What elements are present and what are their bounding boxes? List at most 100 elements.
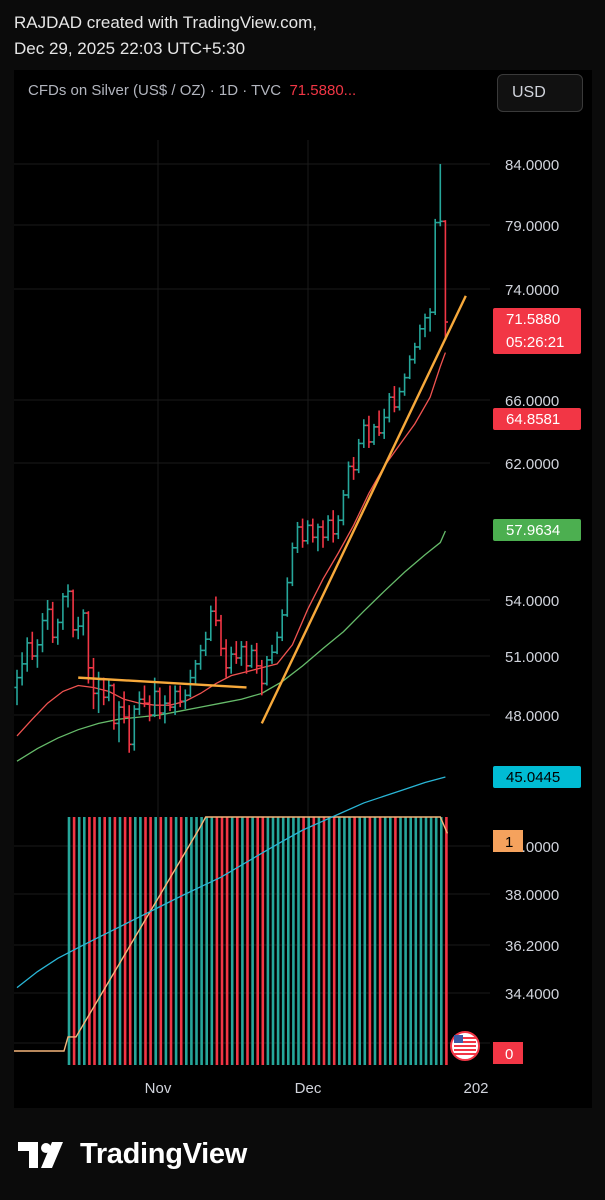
ohlc-bar [366,415,372,448]
y-axis-tick-label: 74.0000 [505,282,559,299]
ohlc-bar [335,515,341,540]
moving-average-blue [16,776,446,989]
ohlc-bar [141,685,148,708]
ohlc-bar [345,461,352,499]
ohlc-bar [106,679,112,702]
ohlc-bar [305,520,311,545]
indicator-label-box [493,1042,523,1064]
ohlc-bar [101,677,107,706]
flag-stripe [454,1053,476,1055]
ohlc-bar [177,685,183,708]
flag-stripe [454,1049,476,1051]
price-label-value: 45.0445 [506,769,560,786]
ohlc-bar [391,386,397,413]
ohlc-bar [412,342,418,364]
x-axis-tick-label: Dec [295,1080,322,1097]
price-label-countdown: 05:26:21 [506,334,564,351]
ohlc-bar [407,355,413,380]
ohlc-bar [182,689,188,710]
trendline [260,295,467,724]
ohlc-bar [198,644,204,670]
ohlc-bar [417,324,423,350]
flag-stripe [454,1041,476,1043]
y-axis-tick-label: 51.0000 [505,649,559,666]
ohlc-bar [356,438,362,474]
ohlc-bar [325,515,331,541]
y-axis-tick-label: 54.0000 [505,593,559,610]
ohlc-bar [351,456,357,480]
ohlc-bar [65,584,71,608]
brand-name: TradingView [80,1138,247,1170]
ohlc-bar [152,677,158,718]
ohlc-bar [402,373,408,396]
flag-canton [454,1035,463,1043]
price-label-value: 64.8581 [506,411,560,428]
chart-caption: RAJDAD created with TradingView.com, Dec… [14,10,317,62]
ohlc-bar [167,685,173,712]
caption-author-line: RAJDAD created with TradingView.com, [14,13,317,32]
ohlc-bar [284,577,290,617]
y-axis-tick-label: 48.0000 [505,708,559,725]
ohlc-bar [279,609,285,642]
ohlc-bar [85,611,91,684]
ohlc-bar [60,593,66,630]
trendline [78,676,247,689]
ohlc-bar [310,518,316,543]
ohlc-bar [223,639,229,678]
ohlc-bar [289,542,295,587]
ohlc-bar [121,691,127,724]
y-axis-tick-label: 66.0000 [505,393,559,410]
ohlc-bar [340,489,346,526]
ohlc-bar [442,220,448,340]
ohlc-bar [50,601,56,643]
ohlc-bar [294,521,301,553]
ohlc-bar [157,687,163,720]
caption-date-line: Dec 29, 2025 22:03 UTC+5:30 [14,39,246,58]
ohlc-bar [192,659,199,686]
indicator-label-value: 1 [505,834,513,851]
ohlc-bar [172,685,178,715]
indicator-label-box [493,830,523,852]
ohlc-bar [249,644,255,668]
ohlc-bar [259,659,265,696]
symbol-last-price: 71.5880... [289,82,357,99]
ohlc-bar [213,596,219,627]
y-axis-tick-label: 79.0000 [505,218,559,235]
ohlc-bar [147,695,153,722]
symbol-name: CFDs on Silver (US$ / OZ) · 1D · TVC [28,82,282,99]
ohlc-bar [90,657,97,710]
ohlc-bar [75,616,81,640]
ohlc-bar [80,609,86,636]
symbol-legend[interactable]: CFDs on Silver (US$ / OZ) · 1D · TVC 71.… [28,82,356,99]
ohlc-bar [24,637,30,672]
tradingview-logo-icon [18,1141,63,1168]
ohlc-bar [269,644,275,664]
ohlc-bar [254,642,260,674]
currency-button[interactable]: USD [497,74,583,112]
ohlc-bar [243,641,250,674]
price-label-value: 57.9634 [506,522,560,539]
us-flag-icon [450,1031,480,1061]
ohlc-bar [218,614,224,656]
ohlc-bar [29,631,35,660]
ohlc-bar [432,218,438,315]
y-axis-tick-label: 62.0000 [505,456,559,473]
price-label-box [493,766,581,788]
ohlc-bar [381,408,387,439]
ohlc-bar [136,691,142,715]
ohlc-bar [422,313,428,338]
x-axis-tick-label: Nov [145,1080,172,1097]
ohlc-bar [238,641,244,666]
ohlc-bar [70,589,76,638]
flag-stripe [454,1045,476,1047]
ohlc-bar [131,705,137,751]
ohlc-bar [39,613,46,653]
y-axis-tick-label: 38.0000 [505,887,559,904]
ohlc-bar [55,618,61,645]
price-label-box [493,308,581,354]
ohlc-bar [371,423,377,445]
ohlc-bar [228,646,234,674]
ohlc-bar [315,523,321,552]
price-label-box [493,408,581,430]
